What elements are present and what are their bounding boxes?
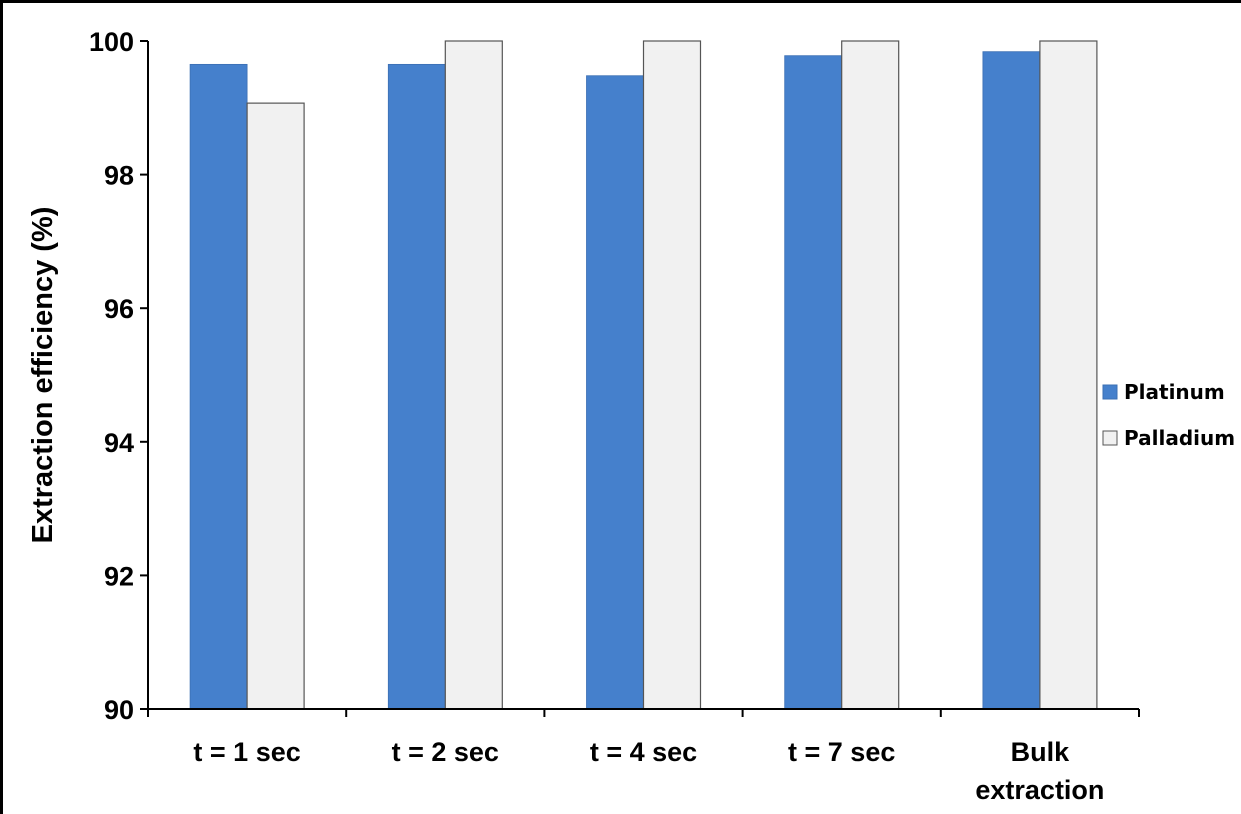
x-tick-label-1: t = 2 sec <box>392 737 499 767</box>
legend-label-platinum: Platinum <box>1124 380 1225 404</box>
x-tick-label-0: t = 1 sec <box>193 737 300 767</box>
y-axis-label: Extraction efficiency (%) <box>27 207 59 544</box>
bar-palladium-4 <box>1039 40 1098 710</box>
x-tick-label-4-0: Bulk <box>1011 737 1070 767</box>
bar-platinum-0 <box>189 63 248 710</box>
bar-platinum-3 <box>784 55 843 710</box>
y-tick-label-3: 96 <box>104 294 134 324</box>
bar-platinum-1 <box>387 63 446 710</box>
y-tick-label-5: 100 <box>89 27 134 57</box>
bar-palladium-1 <box>444 40 503 710</box>
legend-swatch-platinum <box>1102 384 1118 400</box>
x-tick-label-2: t = 4 sec <box>590 737 697 767</box>
ticks-group: 90 92 94 96 98 100 t = 1 sec t = 2 sec t = 4 sec… <box>89 27 1140 805</box>
bar-palladium-3 <box>841 40 900 710</box>
bar-palladium-0 <box>246 102 305 710</box>
legend-swatch-palladium <box>1102 430 1118 446</box>
legend-label-palladium: Palladium <box>1124 426 1235 450</box>
y-tick-label-0: 90 <box>104 695 134 725</box>
x-tick-label-3: t = 7 sec <box>788 737 895 767</box>
bar-platinum-4 <box>982 51 1041 710</box>
legend: Platinum Palladium <box>1102 380 1235 450</box>
bars-group <box>189 40 1098 710</box>
axes-group <box>147 41 1139 710</box>
y-tick-label-2: 94 <box>104 428 134 458</box>
x-tick-label-4-1: extraction <box>975 775 1104 805</box>
y-tick-label-1: 92 <box>104 561 134 591</box>
bar-palladium-2 <box>642 40 702 710</box>
bar-platinum-2 <box>586 75 644 710</box>
y-tick-label-4: 98 <box>104 161 134 191</box>
